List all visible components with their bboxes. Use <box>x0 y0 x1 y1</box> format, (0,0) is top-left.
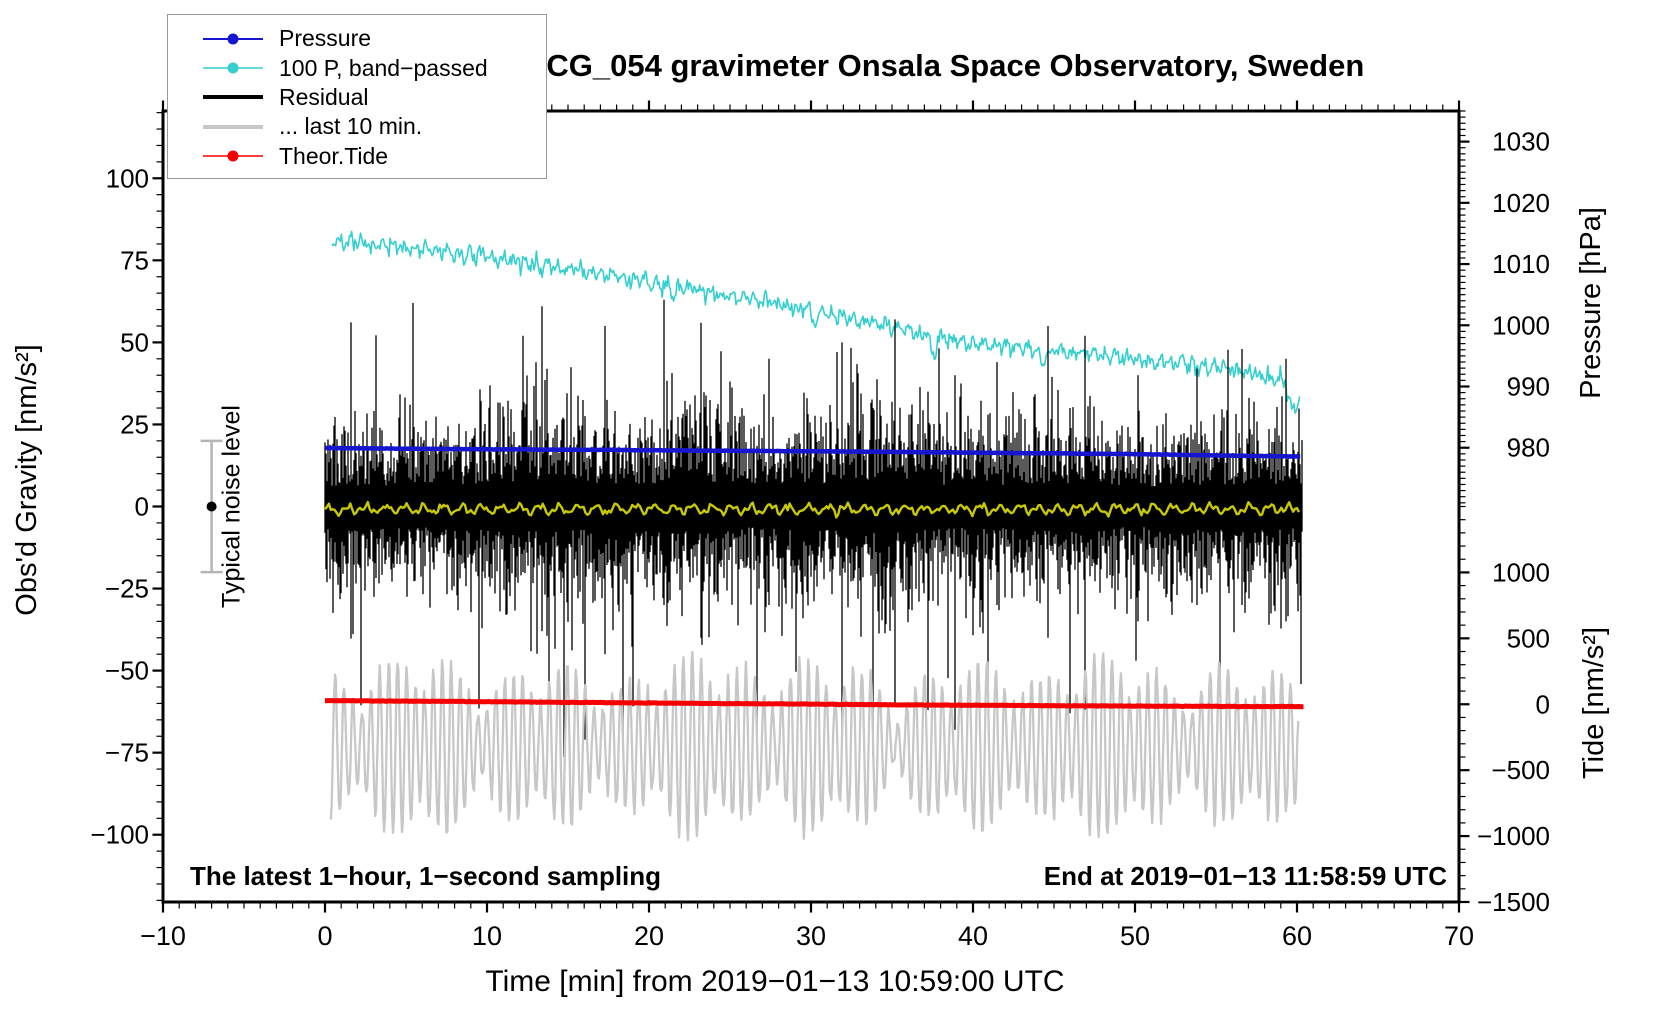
tide-tick-label: 1000 <box>1492 557 1550 587</box>
legend-item: Residual <box>168 83 546 112</box>
chart-legend: Pressure 100 P, band−passed Residual ... la… <box>167 14 547 179</box>
legend-marker-5 <box>203 150 263 162</box>
pressure-tick-label: 1030 <box>1492 127 1550 157</box>
legend-marker-2 <box>203 62 263 74</box>
tide-tick-label: 500 <box>1507 623 1550 653</box>
legend-marker-1 <box>203 33 263 45</box>
noise-mean-dot <box>206 501 217 512</box>
pressure-tick-label: 1000 <box>1492 310 1550 340</box>
legend-item-label: Theor.Tide <box>279 142 389 169</box>
series-last-10-min <box>329 650 1300 842</box>
tide-tick-label: −1000 <box>1477 821 1550 851</box>
gravity-tick-label: 75 <box>120 245 149 275</box>
x-tick-label: 60 <box>1282 921 1312 951</box>
x-tick-label: 30 <box>796 921 826 951</box>
legend-item: 100 P, band−passed <box>168 53 546 82</box>
tide-tick-label: −1500 <box>1477 887 1550 917</box>
legend-item: ... last 10 min. <box>168 112 546 141</box>
pressure-tick-label: 1010 <box>1492 249 1550 279</box>
legend-item-label: Pressure <box>279 25 372 52</box>
x-tick-label: −10 <box>140 921 186 951</box>
gravity-tick-label: 25 <box>120 409 149 439</box>
x-tick-label: 20 <box>634 921 664 951</box>
legend-item: Pressure <box>168 24 546 53</box>
pressure-tick-label: 980 <box>1507 433 1550 463</box>
x-tick-label: 0 <box>317 921 332 951</box>
tide-tick-label: 0 <box>1536 689 1550 719</box>
gravity-tick-label: −50 <box>105 656 149 686</box>
x-tick-label: 40 <box>958 921 988 951</box>
legend-marker-3 <box>203 95 263 100</box>
series-layer <box>324 230 1305 842</box>
pressure-tick-label: 990 <box>1507 372 1550 402</box>
noise-level-label: Typical noise level <box>218 405 246 608</box>
gravity-tick-label: −25 <box>105 574 149 604</box>
legend-item-label: 100 P, band−passed <box>279 54 488 81</box>
series-pressure <box>324 445 1301 459</box>
end-time-annotation: End at 2019−01−13 11:58:59 UTC <box>1043 861 1447 891</box>
series-theoretical-tide <box>324 698 1305 710</box>
legend-item-label: ... last 10 min. <box>279 113 423 140</box>
gravity-axis-title: Obs'd Gravity [nm/s²] <box>11 344 43 615</box>
plot-frame <box>161 109 1461 904</box>
gravity-tick-label: −75 <box>105 738 149 768</box>
axes-layer: −10 0 10 20 30 40 50 60 70−100−75−50−25025507510… <box>11 100 1610 951</box>
tide-axis-title: Tide [nm/s²] <box>1578 627 1610 779</box>
legend-item-label: Residual <box>279 83 369 110</box>
gravity-tick-label: 0 <box>135 492 149 522</box>
x-tick-label: 10 <box>472 921 502 951</box>
gravity-tick-label: 50 <box>120 327 149 357</box>
tide-tick-label: −500 <box>1491 755 1550 785</box>
pressure-tick-label: 1020 <box>1492 188 1550 218</box>
x-tick-label: 70 <box>1444 921 1474 951</box>
x-axis-title: Time [min] from 2019−01−13 10:59:00 UTC <box>485 965 1065 998</box>
pressure-axis-title: Pressure [hPa] <box>1575 207 1607 399</box>
page-title: SCG_054 gravimeter Onsala Space Observat… <box>525 48 1365 83</box>
series-band-passed-pressure <box>331 230 1301 414</box>
gravity-tick-label: −100 <box>90 820 149 850</box>
series-residual-smoothed <box>324 500 1300 519</box>
x-tick-label: 50 <box>1120 921 1150 951</box>
sampling-annotation: The latest 1−hour, 1−second sampling <box>190 861 662 891</box>
noise-level-marker: Typical noise level <box>200 405 246 608</box>
legend-marker-4 <box>203 124 263 129</box>
gravity-tick-label: 100 <box>106 163 149 193</box>
legend-item: Theor.Tide <box>168 142 546 171</box>
